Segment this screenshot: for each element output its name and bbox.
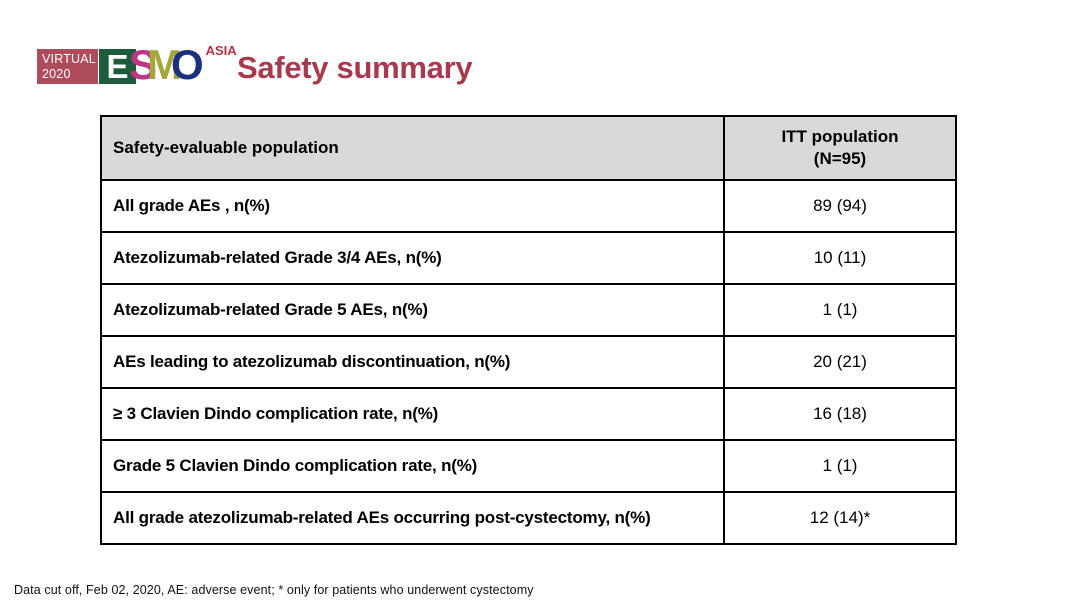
- row-label-cell: Atezolizumab-related Grade 3/4 AEs, n(%): [100, 231, 725, 285]
- row-label-cell: Grade 5 Clavien Dindo complication rate,…: [100, 439, 725, 493]
- esmo-letter-o: O: [171, 41, 204, 88]
- row-value-cell: 16 (18): [723, 387, 957, 441]
- row-value-cell: 10 (11): [723, 231, 957, 285]
- esmo-asia-logo: VIRTUAL 2020 E S M O ASIA: [37, 41, 237, 88]
- row-label-cell: All grade atezolizumab-related AEs occur…: [100, 491, 725, 545]
- table-row: ≥ 3 Clavien Dindo complication rate, n(%…: [100, 387, 957, 441]
- footer-note: Data cut off, Feb 02, 2020, AE: adverse …: [14, 583, 534, 597]
- row-value-cell: 20 (21): [723, 335, 957, 389]
- esmo-letter-m: M: [147, 41, 183, 88]
- row-label-cell: Atezolizumab-related Grade 5 AEs, n(%): [100, 283, 725, 337]
- row-label-cell: All grade AEs , n(%): [100, 179, 725, 233]
- row-value-cell: 89 (94): [723, 179, 957, 233]
- table-row: All grade AEs , n(%) 89 (94): [100, 179, 957, 233]
- table-row: Grade 5 Clavien Dindo complication rate,…: [100, 439, 957, 493]
- table-row: Atezolizumab-related Grade 3/4 AEs, n(%)…: [100, 231, 957, 285]
- itt-header-line2: (N=95): [813, 149, 867, 168]
- row-value-cell: 1 (1): [723, 439, 957, 493]
- table-body: All grade AEs , n(%) 89 (94) Atezolizuma…: [100, 179, 957, 545]
- esmo-wordmark: E S M O ASIA: [99, 41, 237, 88]
- year-label: 2020: [42, 66, 71, 81]
- row-value-cell: 1 (1): [723, 283, 957, 337]
- col-header-population: Safety-evaluable population: [100, 115, 725, 181]
- col-header-itt: ITT population (N=95): [723, 115, 957, 181]
- table-row: Atezolizumab-related Grade 5 AEs, n(%) 1…: [100, 283, 957, 337]
- esmo-letter-e: E: [99, 48, 136, 85]
- virtual-label: VIRTUAL: [42, 52, 96, 66]
- table-row: AEs leading to atezolizumab discontinuat…: [100, 335, 957, 389]
- esmo-letter-s: S: [129, 41, 158, 88]
- asia-label: ASIA: [205, 43, 237, 58]
- itt-header-line1: ITT population: [781, 126, 899, 146]
- row-value-cell: 12 (14)*: [723, 491, 957, 545]
- table-row: All grade atezolizumab-related AEs occur…: [100, 491, 957, 545]
- virtual-2020-badge: VIRTUAL 2020: [37, 49, 98, 84]
- row-label-cell: AEs leading to atezolizumab discontinuat…: [100, 335, 725, 389]
- safety-summary-table: Safety-evaluable population ITT populati…: [100, 115, 957, 545]
- page-title: Safety summary: [237, 50, 473, 85]
- table-header-row: Safety-evaluable population ITT populati…: [100, 115, 957, 181]
- row-label-cell: ≥ 3 Clavien Dindo complication rate, n(%…: [100, 387, 725, 441]
